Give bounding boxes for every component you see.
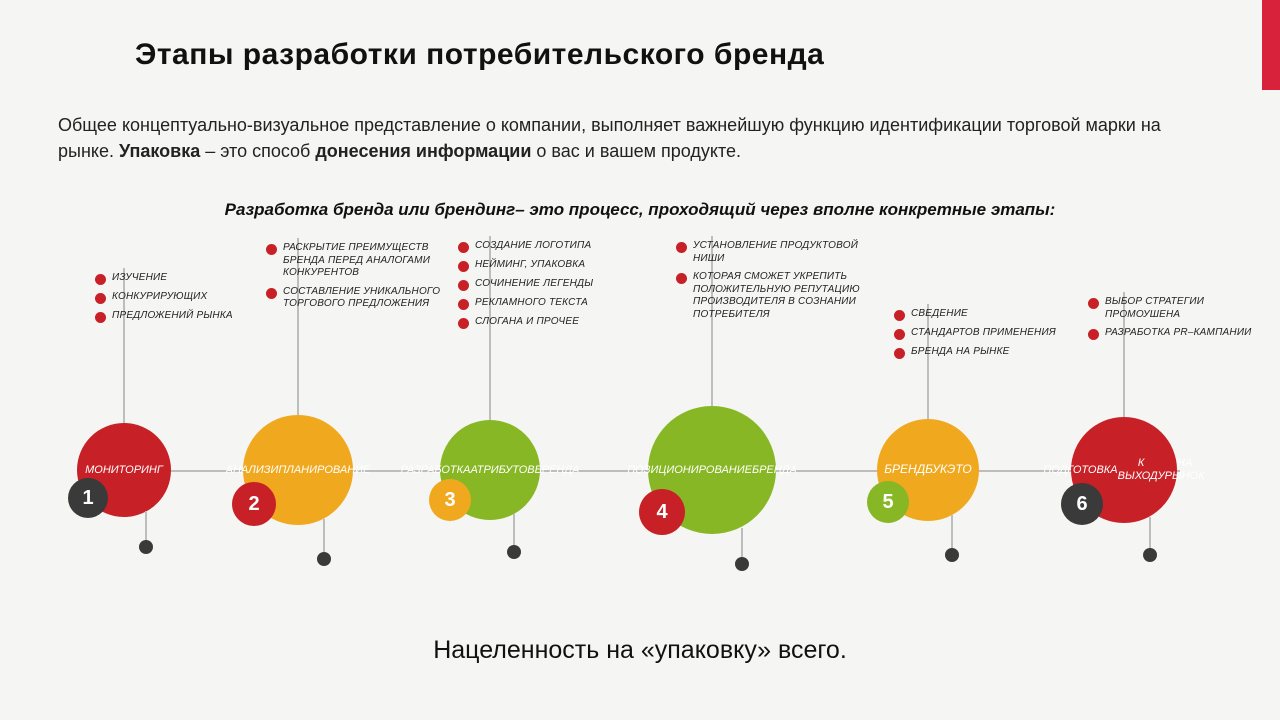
- end-dot-icon: [945, 548, 959, 562]
- stage-bullets: СВЕДЕНИЕ СТАНДАРТОВ ПРИМЕНЕНИЯ БРЕНДА НА Р…: [894, 308, 1069, 365]
- stage-number: 1: [68, 478, 108, 518]
- end-dot-icon: [1143, 548, 1157, 562]
- stage-number: 4: [639, 489, 685, 535]
- bullet-item: СОСТАВЛЕНИЕ УНИКАЛЬНОГО ТОРГОВОГО ПРЕДЛО…: [266, 286, 441, 311]
- bullet-text: СТАНДАРТОВ ПРИМЕНЕНИЯ: [911, 327, 1056, 340]
- bullet-dot-icon: [266, 288, 277, 299]
- accent-bar: [1262, 0, 1280, 90]
- bullet-item: КОНКУРИРУЮЩИХ: [95, 291, 250, 304]
- bullet-text: РЕКЛАМНОГО ТЕКСТА: [475, 297, 588, 310]
- bullet-text: ИЗУЧЕНИЕ: [112, 272, 167, 285]
- stage-number: 2: [232, 482, 276, 526]
- bullet-dot-icon: [458, 299, 469, 310]
- bullet-text: СВЕДЕНИЕ: [911, 308, 968, 321]
- bullet-text: РАЗРАБОТКА PR–КАМПАНИИ: [1105, 327, 1252, 340]
- bullet-dot-icon: [458, 242, 469, 253]
- bullet-item: ВЫБОР СТРАТЕГИИ ПРОМОУШЕНА: [1088, 296, 1258, 321]
- stage-bullets: СОЗДАНИЕ ЛОГОТИПА НЕЙМИНГ, УПАКОВКА СОЧИНЕ…: [458, 240, 633, 335]
- bullet-text: РАСКРЫТИЕ ПРЕИМУЩЕСТВ БРЕНДА ПЕРЕД АНАЛО…: [283, 242, 441, 280]
- bullet-dot-icon: [1088, 329, 1099, 340]
- bullet-text: СЛОГАНА И ПРОЧЕЕ: [475, 316, 579, 329]
- diagram-title: Разработка бренда или брендинг– это проц…: [0, 200, 1280, 220]
- bullet-dot-icon: [894, 329, 905, 340]
- process-diagram: Разработка бренда или брендинг– это проц…: [0, 200, 1280, 610]
- bullet-item: СОЧИНЕНИЕ ЛЕГЕНДЫ: [458, 278, 633, 291]
- end-dot-icon: [735, 557, 749, 571]
- stage-number: 6: [1061, 483, 1103, 525]
- bullet-item: СВЕДЕНИЕ: [894, 308, 1069, 321]
- bullet-dot-icon: [266, 244, 277, 255]
- bullet-dot-icon: [458, 280, 469, 291]
- end-dot-icon: [139, 540, 153, 554]
- bullet-text: ПРЕДЛОЖЕНИЙ РЫНКА: [112, 310, 233, 323]
- bullet-text: СОСТАВЛЕНИЕ УНИКАЛЬНОГО ТОРГОВОГО ПРЕДЛО…: [283, 286, 441, 311]
- bullet-dot-icon: [458, 261, 469, 272]
- bullet-item: РАЗРАБОТКА PR–КАМПАНИИ: [1088, 327, 1258, 340]
- bullet-dot-icon: [458, 318, 469, 329]
- bullet-text: УСТАНОВЛЕНИЕ ПРОДУКТОВОЙ НИШИ: [693, 240, 871, 265]
- stage-bullets: УСТАНОВЛЕНИЕ ПРОДУКТОВОЙ НИШИ КОТОРАЯ СМО…: [676, 240, 871, 327]
- bullet-item: СЛОГАНА И ПРОЧЕЕ: [458, 316, 633, 329]
- bullet-text: БРЕНДА НА РЫНКЕ: [911, 346, 1010, 359]
- stage-number: 5: [867, 481, 909, 523]
- bullet-dot-icon: [95, 312, 106, 323]
- bottom-caption: Нацеленность на «упаковку» всего.: [0, 636, 1280, 665]
- end-dot-icon: [507, 545, 521, 559]
- bullet-item: СОЗДАНИЕ ЛОГОТИПА: [458, 240, 633, 253]
- bullet-text: КОНКУРИРУЮЩИХ: [112, 291, 207, 304]
- bullet-item: НЕЙМИНГ, УПАКОВКА: [458, 259, 633, 272]
- bullet-text: СОЧИНЕНИЕ ЛЕГЕНДЫ: [475, 278, 593, 291]
- bullet-item: БРЕНДА НА РЫНКЕ: [894, 346, 1069, 359]
- stage-number: 3: [429, 479, 471, 521]
- bullet-item: СТАНДАРТОВ ПРИМЕНЕНИЯ: [894, 327, 1069, 340]
- bullet-item: ИЗУЧЕНИЕ: [95, 272, 250, 285]
- bullet-dot-icon: [1088, 298, 1099, 309]
- bullet-dot-icon: [95, 274, 106, 285]
- intro-bold-2: донесения информации: [315, 141, 531, 161]
- intro-paragraph: Общее концептуально-визуальное представл…: [58, 112, 1220, 164]
- intro-mid: – это способ: [200, 141, 315, 161]
- bullet-text: СОЗДАНИЕ ЛОГОТИПА: [475, 240, 591, 253]
- bullet-text: КОТОРАЯ СМОЖЕТ УКРЕПИТЬ ПОЛОЖИТЕЛЬНУЮ РЕ…: [693, 271, 871, 321]
- bullet-text: НЕЙМИНГ, УПАКОВКА: [475, 259, 585, 272]
- page-title: Этапы разработки потребительского бренда: [135, 38, 824, 72]
- stage-bullets: ВЫБОР СТРАТЕГИИ ПРОМОУШЕНА РАЗРАБОТКА PR–…: [1088, 296, 1258, 346]
- stage-bullets: РАСКРЫТИЕ ПРЕИМУЩЕСТВ БРЕНДА ПЕРЕД АНАЛО…: [266, 242, 441, 317]
- bullet-text: ВЫБОР СТРАТЕГИИ ПРОМОУШЕНА: [1105, 296, 1258, 321]
- bullet-item: ПРЕДЛОЖЕНИЙ РЫНКА: [95, 310, 250, 323]
- stage-bullets: ИЗУЧЕНИЕ КОНКУРИРУЮЩИХ ПРЕДЛОЖЕНИЙ РЫНКА: [95, 272, 250, 329]
- bullet-dot-icon: [894, 348, 905, 359]
- intro-post: о вас и вашем продукте.: [531, 141, 741, 161]
- bullet-dot-icon: [676, 273, 687, 284]
- bullet-item: РЕКЛАМНОГО ТЕКСТА: [458, 297, 633, 310]
- bullet-item: УСТАНОВЛЕНИЕ ПРОДУКТОВОЙ НИШИ: [676, 240, 871, 265]
- bullet-dot-icon: [95, 293, 106, 304]
- intro-bold-1: Упаковка: [119, 141, 200, 161]
- end-dot-icon: [317, 552, 331, 566]
- bullet-dot-icon: [676, 242, 687, 253]
- bullet-item: РАСКРЫТИЕ ПРЕИМУЩЕСТВ БРЕНДА ПЕРЕД АНАЛО…: [266, 242, 441, 280]
- bullet-dot-icon: [894, 310, 905, 321]
- bullet-item: КОТОРАЯ СМОЖЕТ УКРЕПИТЬ ПОЛОЖИТЕЛЬНУЮ РЕ…: [676, 271, 871, 321]
